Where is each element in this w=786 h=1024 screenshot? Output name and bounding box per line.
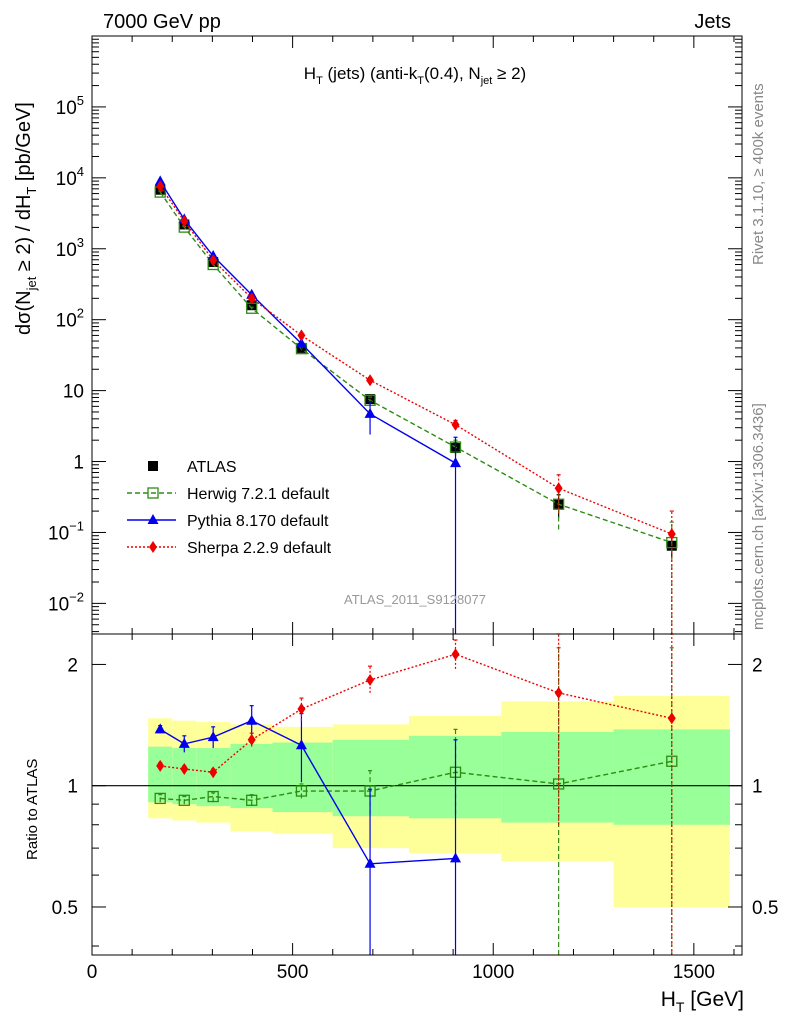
ratio-herwig-point xyxy=(207,790,219,803)
main-pythia-point xyxy=(450,457,462,468)
header-left: 7000 GeV pp xyxy=(103,11,221,33)
ratio-pythia-point xyxy=(450,852,462,863)
watermark: ATLAS_2011_S9128077 xyxy=(344,592,486,607)
ratio-herwig-point xyxy=(178,794,190,806)
main-sherpa-point xyxy=(451,418,460,431)
legend-marker xyxy=(148,461,158,471)
legend-label: ATLAS xyxy=(187,459,237,476)
ratio-pythia-point xyxy=(364,857,376,868)
main-y-tick-label: 1 xyxy=(73,453,84,474)
x-tick-label: 500 xyxy=(277,962,309,983)
ratio-pythia-point xyxy=(295,739,307,750)
main-y-tick-label: 10−1 xyxy=(48,518,84,544)
ratio-y-tick-label-right: 0.5 xyxy=(752,898,778,919)
ratio-plot-frame xyxy=(91,633,743,956)
ratio-sherpa-point xyxy=(554,686,563,699)
ratio-y-tick-label-right: 2 xyxy=(752,655,763,676)
main-pythia-point xyxy=(295,337,307,348)
main-y-tick-label: 102 xyxy=(56,306,84,332)
main-sherpa-point xyxy=(366,374,375,387)
main-y-tick-label: 104 xyxy=(56,164,84,190)
x-tick-label: 1000 xyxy=(472,962,514,983)
data-series xyxy=(154,175,678,955)
ratio-pythia-point xyxy=(178,737,190,748)
ratio-sherpa-line xyxy=(160,653,672,773)
axes: 0 500 1000 1500 10−2 10−1 1 10 102 103 104 105 0.5 0.… xyxy=(48,35,778,983)
header-right: Jets xyxy=(694,11,731,33)
main-pythia-point xyxy=(364,407,376,418)
main-y-axis-label: dσ(Njet ≥ 2) / dHT [pb/GeV] xyxy=(13,102,39,335)
side-mcplots-label: mcplots.cern.ch [arXiv:1306.3436] xyxy=(750,403,767,630)
main-y-tick-label: 10 xyxy=(63,382,84,403)
ratio-sherpa-point xyxy=(667,712,676,725)
ratio-pythia-point xyxy=(154,723,166,734)
legend-label: Pythia 8.170 default xyxy=(187,513,329,530)
ratio-sherpa-point xyxy=(297,703,306,716)
ratio-herwig-line xyxy=(160,760,672,802)
legend-marker xyxy=(147,514,159,524)
main-atlas-point xyxy=(246,300,257,311)
ratio-pythia-point xyxy=(246,714,258,725)
main-sherpa-point xyxy=(156,180,165,193)
main-y-tick-label: 103 xyxy=(56,235,84,261)
plot-title: HT (jets) (anti-kT(0.4), Njet ≥ 2) xyxy=(304,64,526,87)
legend: ATLAS Herwig 7.2.1 default Pythia 8.170 de… xyxy=(127,459,332,557)
main-sherpa-point xyxy=(209,254,218,267)
ratio-sherpa-point xyxy=(156,759,165,772)
x-tick-label: 0 xyxy=(87,962,98,983)
ratio-y-tick-label-right: 1 xyxy=(752,777,763,798)
ratio-herwig-point xyxy=(295,785,308,797)
ratio-sherpa-point xyxy=(451,648,460,661)
main-sherpa-point xyxy=(247,292,256,305)
ratio-sherpa-point xyxy=(247,733,256,746)
legend-marker xyxy=(149,541,157,553)
ratio-sherpa-point xyxy=(180,763,189,776)
ratio-sherpa-point xyxy=(209,766,218,779)
main-sherpa-point xyxy=(297,329,306,342)
ratio-band-inner xyxy=(332,739,409,817)
main-y-tick-label: 105 xyxy=(56,93,84,119)
x-axis-label: HT [GeV] xyxy=(661,988,744,1015)
ratio-y-tick-label: 1 xyxy=(67,777,78,798)
ratio-y-axis-label: Ratio to ATLAS xyxy=(24,759,41,860)
ratio-pythia-point xyxy=(207,731,219,742)
ratio-y-tick-label: 2 xyxy=(67,655,78,676)
ratio-band-inner xyxy=(501,731,614,823)
main-y-tick-label: 10−2 xyxy=(48,589,84,615)
legend-marker xyxy=(147,487,159,499)
main-sherpa-point xyxy=(554,482,563,495)
legend-label: Sherpa 2.2.9 default xyxy=(187,540,332,557)
main-pythia-line xyxy=(159,181,456,464)
main-sherpa-point xyxy=(180,215,189,228)
main-sherpa-line xyxy=(159,185,673,535)
ratio-sherpa-point xyxy=(366,673,375,686)
ratio-herwig-point xyxy=(154,792,166,805)
main-sherpa-point xyxy=(667,528,676,541)
legend-label: Herwig 7.2.1 default xyxy=(187,486,330,503)
x-tick-label: 1500 xyxy=(673,962,715,983)
ratio-y-tick-label: 0.5 xyxy=(52,898,78,919)
ratio-herwig-point xyxy=(246,794,258,806)
side-rivet-label: Rivet 3.1.10, ≥ 400k events xyxy=(750,83,767,265)
ratio-band-inner xyxy=(272,742,333,813)
